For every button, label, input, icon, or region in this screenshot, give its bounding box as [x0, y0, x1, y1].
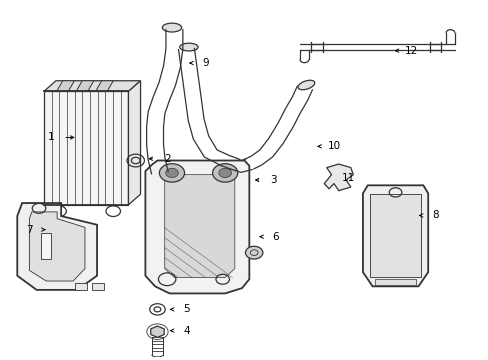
Polygon shape	[41, 233, 51, 260]
Text: 7: 7	[26, 225, 33, 235]
Text: 2: 2	[163, 154, 170, 164]
Ellipse shape	[297, 80, 314, 90]
Polygon shape	[145, 161, 249, 293]
Circle shape	[159, 164, 184, 182]
Circle shape	[219, 168, 231, 177]
Polygon shape	[128, 81, 140, 205]
Text: 6: 6	[272, 232, 279, 242]
Bar	[92, 283, 104, 290]
Text: 10: 10	[326, 141, 340, 151]
Text: 12: 12	[404, 46, 417, 56]
Bar	[374, 279, 415, 284]
Ellipse shape	[162, 23, 181, 32]
Bar	[369, 194, 420, 278]
Polygon shape	[57, 81, 74, 91]
Polygon shape	[76, 81, 94, 91]
Polygon shape	[150, 326, 164, 337]
Polygon shape	[44, 81, 140, 91]
Text: 4: 4	[183, 326, 189, 336]
Text: 5: 5	[183, 304, 189, 314]
Polygon shape	[17, 203, 97, 290]
Circle shape	[245, 246, 263, 259]
Ellipse shape	[180, 43, 198, 51]
Polygon shape	[95, 81, 113, 91]
Polygon shape	[164, 175, 234, 278]
Bar	[75, 283, 87, 290]
Text: 11: 11	[341, 173, 354, 183]
Text: 9: 9	[202, 58, 209, 68]
Circle shape	[212, 164, 237, 182]
Text: 1: 1	[48, 132, 54, 143]
Text: 8: 8	[431, 211, 438, 220]
Polygon shape	[29, 212, 85, 281]
Polygon shape	[362, 185, 427, 286]
Circle shape	[165, 168, 178, 177]
Text: 3: 3	[270, 175, 276, 185]
Polygon shape	[44, 91, 128, 205]
Polygon shape	[324, 164, 352, 191]
